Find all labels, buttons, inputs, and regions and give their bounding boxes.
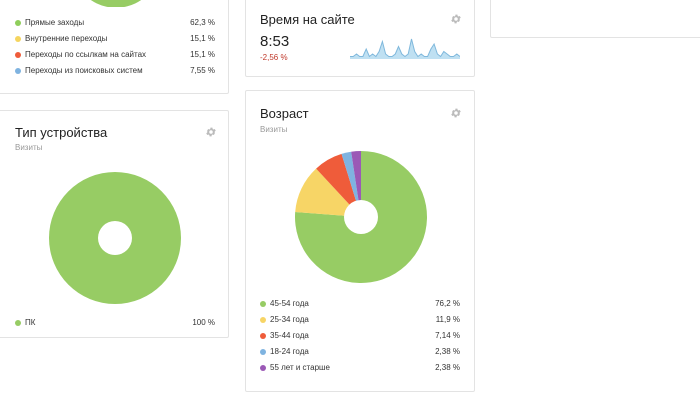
legend-item-age-25-34: 25-34 года 11,9 % [260,312,460,328]
age-pie [295,151,428,283]
device-type-card: Тип устройства Визиты ПК 100 % [0,110,229,338]
gear-icon[interactable] [205,126,217,138]
pie-slice-2[interactable] [316,153,361,217]
legend-item-pc: ПК 100 % [15,315,215,331]
legend-dot [15,36,21,42]
legend-item-age-18-24: 18-24 года 2,38 % [260,344,460,360]
pie-slice-3[interactable] [341,151,361,217]
legend-dot [260,333,266,339]
device-type-subtitle: Визиты [15,143,43,152]
time-on-site-value: 8:53 [260,33,290,50]
legend-dot [15,68,21,74]
legend-dot [15,320,21,326]
traffic-sources-pie [90,0,142,7]
device-type-legend: ПК 100 % [15,315,215,331]
traffic-sources-pie-slice [90,0,142,7]
legend-dot [260,301,266,307]
pie-slice-1[interactable] [295,168,361,217]
time-on-site-title: Время на сайте [260,12,355,27]
gear-icon[interactable] [450,13,462,25]
legend-item-age-55-plus: 55 лет и старше 2,38 % [260,360,460,376]
sparkline-line [350,38,460,58]
traffic-sources-legend: Прямые заходы 62,3 % Внутренние переходы… [15,15,215,79]
legend-item-age-35-44: 35-44 года 7,14 % [260,328,460,344]
legend-dot [260,365,266,371]
age-card: Возраст Визиты 45-54 года 76,2 % 25-34 г… [245,90,475,392]
time-on-site-sparkline [350,38,460,59]
time-on-site-delta: -2,56 % [260,53,288,62]
legend-dot [15,20,21,26]
age-legend: 45-54 года 76,2 % 25-34 года 11,9 % 35-4… [260,296,460,376]
donut-hole [98,221,132,255]
age-title: Возраст [260,106,309,121]
age-subtitle: Визиты [260,125,288,134]
traffic-sources-card: Прямые заходы 62,3 % Внутренние переходы… [0,0,229,94]
legend-item-direct: Прямые заходы 62,3 % [15,15,215,31]
right-partial-card [490,0,700,38]
legend-item-internal: Внутренние переходы 15,1 % [15,31,215,47]
legend-dot [15,52,21,58]
time-on-site-card: Время на сайте 8:53 -2,56 % [245,0,475,77]
donut-hole [344,200,378,234]
device-type-pie [49,172,181,304]
legend-dot [260,349,266,355]
legend-item-links: Переходы по ссылкам на сайтах 15,1 % [15,47,215,63]
legend-item-age-45-54: 45-54 года 76,2 % [260,296,460,312]
device-type-title: Тип устройства [15,125,108,140]
gear-icon[interactable] [450,107,462,119]
legend-dot [260,317,266,323]
legend-item-search: Переходы из поисковых систем 7,55 % [15,63,215,79]
